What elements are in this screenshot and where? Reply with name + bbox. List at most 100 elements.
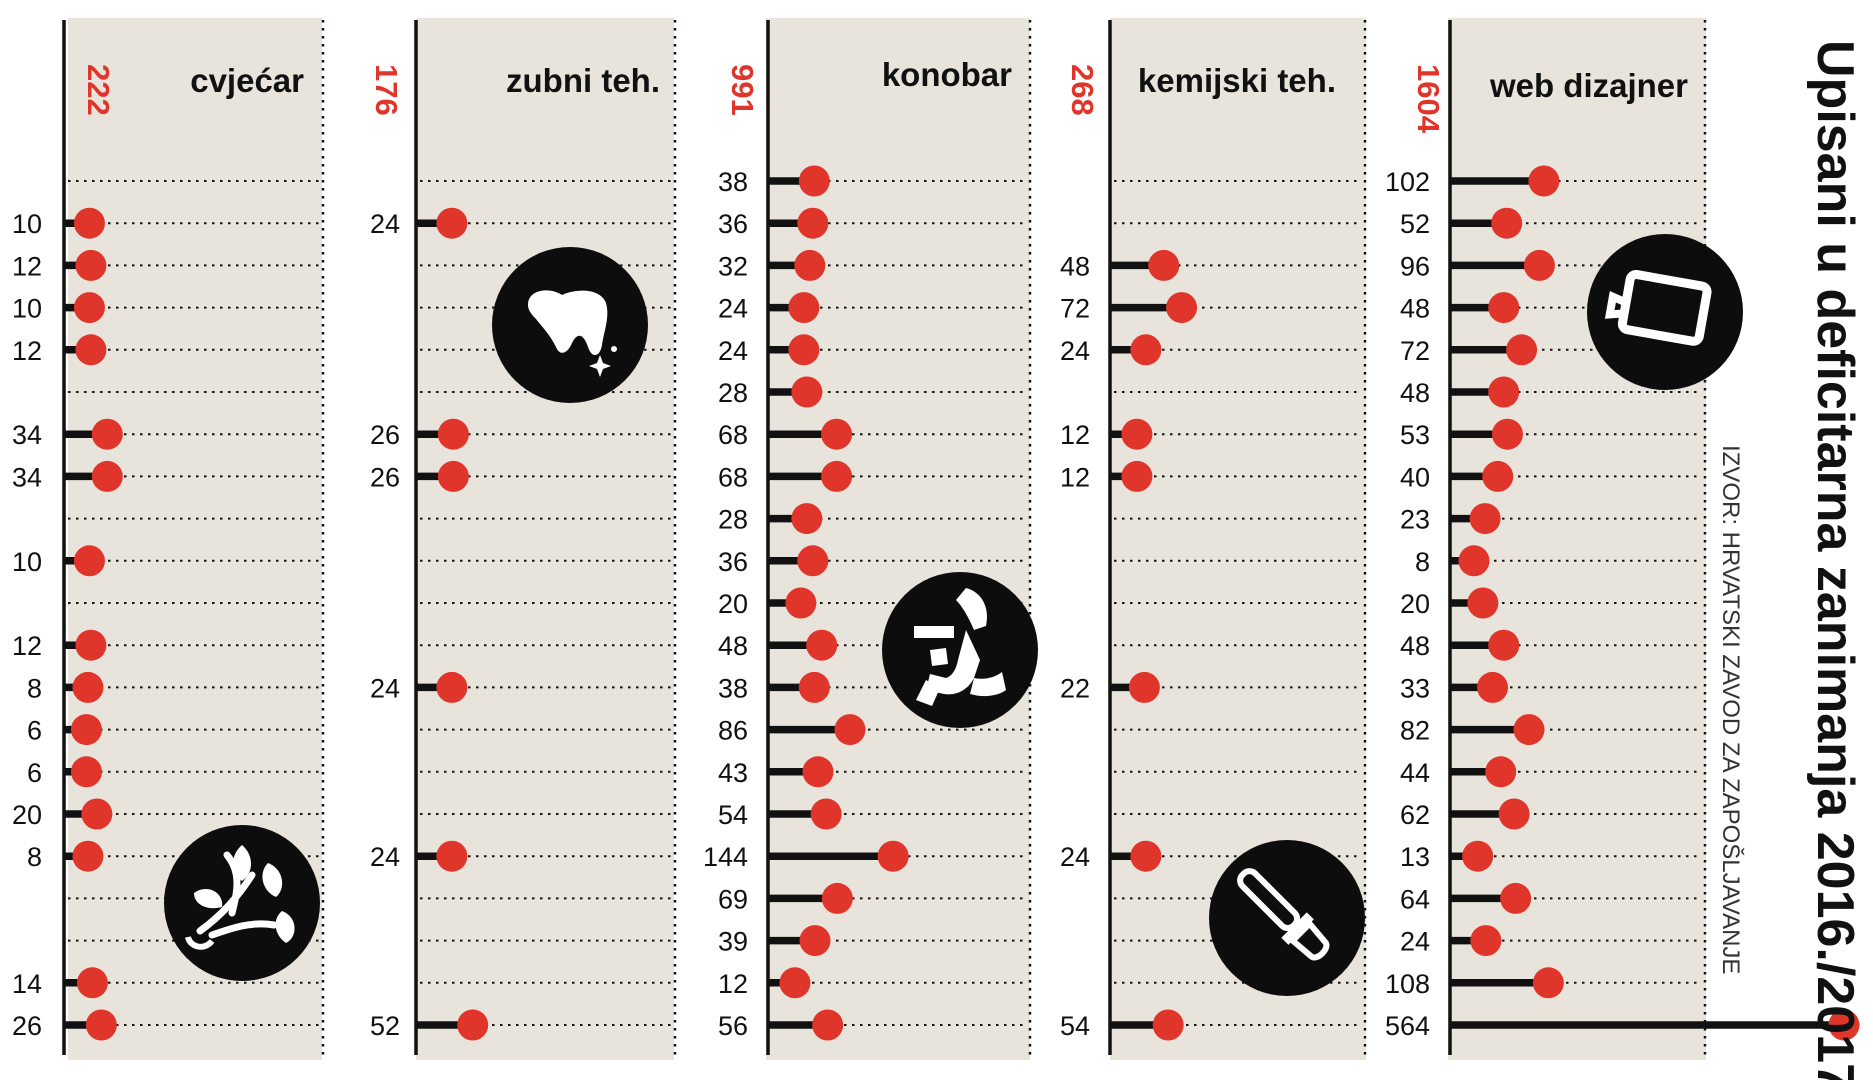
data-point <box>437 460 469 492</box>
data-point <box>91 418 123 450</box>
value-label: 144 <box>703 842 748 872</box>
data-point <box>1477 671 1509 703</box>
value-label: 68 <box>718 420 748 450</box>
value-label: 72 <box>1400 336 1430 366</box>
data-point <box>797 207 829 239</box>
value-label: 36 <box>718 209 748 239</box>
data-point <box>1469 503 1501 535</box>
data-point <box>1488 629 1520 661</box>
data-point <box>75 334 107 366</box>
data-point <box>788 292 820 324</box>
value-label: 24 <box>370 673 400 703</box>
data-point <box>70 756 102 788</box>
value-label: 26 <box>12 1011 42 1041</box>
total-label: 1604 <box>1411 64 1446 134</box>
value-label: 53 <box>1400 420 1430 450</box>
value-label: 52 <box>1400 209 1430 239</box>
data-point <box>1828 1009 1860 1041</box>
value-label: 26 <box>370 462 400 492</box>
value-label: 12 <box>12 631 42 661</box>
value-label: 48 <box>1400 294 1430 324</box>
value-label: 56 <box>718 1011 748 1041</box>
data-point <box>70 714 102 746</box>
panel-2: zubni teh. 176 24 26 26 24 24 52 <box>369 18 677 1060</box>
value-label: 28 <box>718 378 748 408</box>
data-point <box>798 671 830 703</box>
data-point <box>788 334 820 366</box>
value-label: 24 <box>718 294 748 324</box>
category-label: zubni teh. <box>506 62 660 99</box>
data-point <box>799 925 831 957</box>
data-point <box>1462 840 1494 872</box>
monitor-icon <box>1587 234 1743 390</box>
value-label: 12 <box>12 251 42 281</box>
value-label: 24 <box>370 842 400 872</box>
data-point <box>1513 714 1545 746</box>
data-point <box>1152 1009 1184 1041</box>
value-label: 26 <box>370 420 400 450</box>
value-label: 8 <box>1415 547 1430 577</box>
data-point <box>73 207 105 239</box>
value-label: 6 <box>27 716 42 746</box>
total-label: 222 <box>81 64 116 116</box>
value-label: 102 <box>1385 167 1430 197</box>
source-note: IZVOR: HRVATSKI ZAVOD ZA ZAPOŠLJAVANJE <box>1717 445 1745 974</box>
value-label: 12 <box>718 969 748 999</box>
total-label: 176 <box>369 64 404 116</box>
data-point <box>1130 334 1162 366</box>
data-point <box>877 840 909 872</box>
data-point <box>791 503 823 535</box>
data-point <box>1498 798 1530 830</box>
icons-layer <box>164 234 1743 996</box>
waiter-pouring-icon <box>882 572 1038 728</box>
total-label: 991 <box>725 64 760 116</box>
value-label: 13 <box>1400 842 1430 872</box>
value-label: 6 <box>27 758 42 788</box>
value-label: 10 <box>12 547 42 577</box>
data-point <box>81 798 113 830</box>
panel-background <box>1448 18 1706 1060</box>
data-point <box>75 629 107 661</box>
data-point <box>1488 292 1520 324</box>
total-label: 268 <box>1065 64 1100 116</box>
data-point <box>821 882 853 914</box>
data-point <box>810 798 842 830</box>
value-label: 68 <box>718 462 748 492</box>
panel-background <box>416 18 674 1060</box>
data-point <box>73 292 105 324</box>
data-point <box>798 165 830 197</box>
value-label: 69 <box>718 884 748 914</box>
value-label: 64 <box>1400 884 1430 914</box>
value-label: 54 <box>718 800 748 830</box>
data-point <box>1128 671 1160 703</box>
data-point <box>806 629 838 661</box>
value-label: 52 <box>370 1011 400 1041</box>
value-label: 20 <box>1400 589 1430 619</box>
value-label: 33 <box>1400 673 1430 703</box>
value-label: 20 <box>718 589 748 619</box>
data-point <box>791 376 823 408</box>
data-point <box>834 714 866 746</box>
data-point <box>1148 249 1180 281</box>
data-point <box>1506 334 1538 366</box>
data-point <box>1488 376 1520 408</box>
data-point <box>1121 418 1153 450</box>
value-label: 12 <box>12 336 42 366</box>
data-point <box>1482 460 1514 492</box>
value-label: 39 <box>718 927 748 957</box>
value-label: 8 <box>27 842 42 872</box>
chart-title: Upisani u deficitarna zanimanja 2016./20… <box>1806 40 1864 1080</box>
value-label: 43 <box>718 758 748 788</box>
data-point <box>802 756 834 788</box>
value-label: 44 <box>1400 758 1430 788</box>
value-label: 8 <box>27 673 42 703</box>
value-label: 24 <box>1400 927 1430 957</box>
data-point <box>1532 967 1564 999</box>
value-label: 20 <box>12 800 42 830</box>
value-label: 82 <box>1400 716 1430 746</box>
data-point <box>85 1009 117 1041</box>
data-point <box>1500 882 1532 914</box>
value-label: 36 <box>718 547 748 577</box>
data-point <box>1121 460 1153 492</box>
